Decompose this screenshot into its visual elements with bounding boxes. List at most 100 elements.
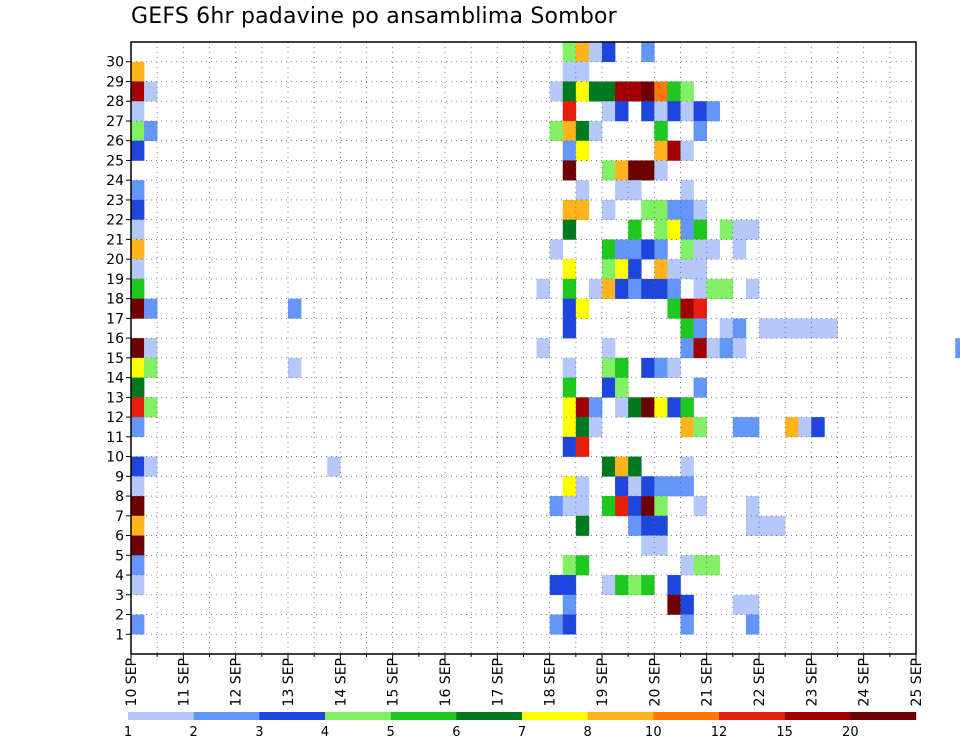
x-tick-label: 18 SEP <box>543 658 559 706</box>
x-tick-label: 15 SEP <box>386 658 402 706</box>
heatmap-cell <box>131 101 145 122</box>
heatmap-cell <box>654 259 668 280</box>
heatmap-cell <box>680 338 694 359</box>
heatmap-cell <box>562 259 577 280</box>
colorbar-label: 12 <box>711 725 728 740</box>
y-tick-label: 3 <box>115 588 124 604</box>
heatmap-cell <box>732 239 747 260</box>
heatmap-cell <box>562 199 577 220</box>
heatmap-cell <box>680 594 694 615</box>
colorbar-segment <box>784 712 851 720</box>
heatmap-cell <box>131 535 145 556</box>
heatmap-cell <box>693 377 707 398</box>
y-tick-label: 11 <box>106 430 124 446</box>
heatmap-cell <box>615 180 629 201</box>
heatmap-cell <box>575 515 590 536</box>
heatmap-cell <box>131 199 145 220</box>
heatmap-cell <box>562 555 577 576</box>
heatmap-cell <box>667 476 681 497</box>
heatmap-cell <box>654 239 668 260</box>
y-tick-label: 26 <box>106 134 124 150</box>
y-tick-label: 20 <box>106 252 124 268</box>
heatmap-cell <box>144 357 158 378</box>
heatmap-cell <box>706 338 721 359</box>
heatmap-cell <box>680 456 694 477</box>
colorbar-label: 3 <box>255 725 263 740</box>
heatmap-cell <box>562 101 577 122</box>
chart-title: GEFS 6hr padavine po ansamblima Sombor <box>131 4 617 29</box>
heatmap-cell <box>745 594 760 615</box>
y-tick-label: 16 <box>106 331 124 347</box>
x-tick-label: 19 SEP <box>595 658 611 706</box>
heatmap-cell <box>131 140 145 161</box>
heatmap-cell <box>785 417 799 438</box>
heatmap-cell <box>562 397 577 418</box>
heatmap-cell <box>144 397 158 418</box>
heatmap-cell <box>549 81 564 102</box>
heatmap-cell <box>562 298 577 319</box>
colorbar-segment <box>653 712 720 720</box>
heatmap-cell <box>562 476 577 497</box>
y-tick-label: 25 <box>106 153 124 169</box>
heatmap-cell <box>667 397 681 418</box>
heatmap-cell <box>955 338 960 359</box>
y-tick-label: 17 <box>106 311 124 327</box>
heatmap-cell <box>680 614 694 635</box>
heatmap-cell <box>575 555 590 576</box>
y-tick-label: 8 <box>115 489 124 505</box>
heatmap-cell <box>680 318 694 339</box>
heatmap-cell <box>131 515 145 536</box>
heatmap-cell <box>562 417 577 438</box>
heatmap-cell <box>667 594 681 615</box>
x-tick-label: 13 SEP <box>281 658 297 706</box>
heatmap-cell <box>602 575 616 596</box>
heatmap-cell <box>732 594 747 615</box>
heatmap-cell <box>745 278 760 299</box>
colorbar-label: 20 <box>842 725 859 740</box>
heatmap-cell <box>131 575 145 596</box>
heatmap-cell <box>575 436 590 457</box>
colorbar-segment <box>193 712 260 720</box>
heatmap-cell <box>588 81 603 102</box>
y-tick-label: 24 <box>106 173 124 189</box>
heatmap-cell <box>680 298 694 319</box>
heatmap-cell <box>549 614 564 635</box>
colorbar-segment <box>325 712 391 720</box>
heatmap-cell <box>615 81 629 102</box>
heatmap-cell <box>131 377 145 398</box>
heatmap-cell <box>615 496 629 517</box>
heatmap-cell <box>641 81 655 102</box>
heatmap-cell <box>654 101 668 122</box>
colorbar-segment <box>850 712 917 720</box>
heatmap-cell <box>602 259 616 280</box>
heatmap-cell <box>602 496 616 517</box>
heatmap-cell <box>131 476 145 497</box>
heatmap-cell <box>759 515 773 536</box>
x-tick-label: 23 SEP <box>804 658 820 706</box>
heatmap-cell <box>575 42 590 63</box>
heatmap-cell <box>562 436 577 457</box>
heatmap-cell <box>654 278 668 299</box>
heatmap-cell <box>131 239 145 260</box>
heatmap-cell <box>680 199 694 220</box>
heatmap-cell <box>615 476 629 497</box>
heatmap-cell <box>693 496 707 517</box>
heatmap-cell <box>562 377 577 398</box>
colorbar-label: 6 <box>452 725 460 740</box>
heatmap-cell <box>654 397 668 418</box>
heatmap-cell <box>628 219 642 240</box>
y-tick-label: 21 <box>106 232 124 248</box>
heatmap-cell <box>562 357 577 378</box>
heatmap-cell <box>575 397 590 418</box>
y-tick-label: 12 <box>106 410 124 426</box>
heatmap-cell <box>667 219 681 240</box>
heatmap-cell <box>641 515 655 536</box>
heatmap-cell <box>536 338 550 359</box>
heatmap-cell <box>549 496 564 517</box>
heatmap-cell <box>680 180 694 201</box>
heatmap-cell <box>693 278 707 299</box>
heatmap-cell <box>641 239 655 260</box>
heatmap-cell <box>680 101 694 122</box>
heatmap-cell <box>602 377 616 398</box>
